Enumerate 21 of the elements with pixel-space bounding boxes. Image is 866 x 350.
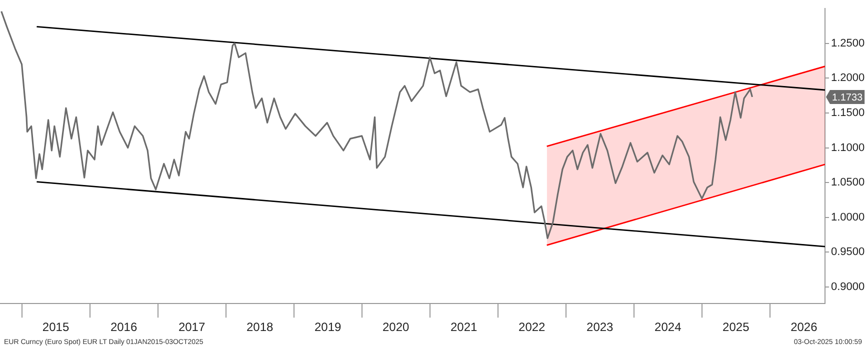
y-tick-label: 1.1000 (831, 142, 865, 154)
x-tick-label: 2017 (178, 320, 206, 334)
x-tick-label: 2020 (382, 320, 410, 334)
x-tick-label: 2016 (110, 320, 138, 334)
y-tick-label: 1.2500 (831, 37, 865, 50)
x-tick-label: 2026 (790, 320, 818, 334)
x-tick-label: 2021 (450, 320, 478, 334)
text: 1.1733 (832, 92, 864, 104)
y-tick-label: 1.0500 (831, 176, 865, 189)
y-tick-label: 1.1500 (831, 106, 865, 119)
y-tick-label: 1.0000 (831, 211, 865, 224)
x-tick-label: 2018 (246, 320, 274, 334)
y-tick-label: 1.2000 (831, 72, 865, 84)
x-tick-label: 2022 (518, 320, 546, 334)
x-tick-label: 2025 (722, 320, 750, 334)
x-tick-label: 2023 (586, 320, 614, 334)
x-tick-label: 2024 (654, 320, 682, 334)
x-tick-label: 2019 (314, 320, 342, 334)
y-tick-label: 0.9500 (831, 246, 865, 258)
y-tick-label: 0.9000 (831, 280, 865, 293)
x-tick-label: 2015 (42, 320, 70, 334)
